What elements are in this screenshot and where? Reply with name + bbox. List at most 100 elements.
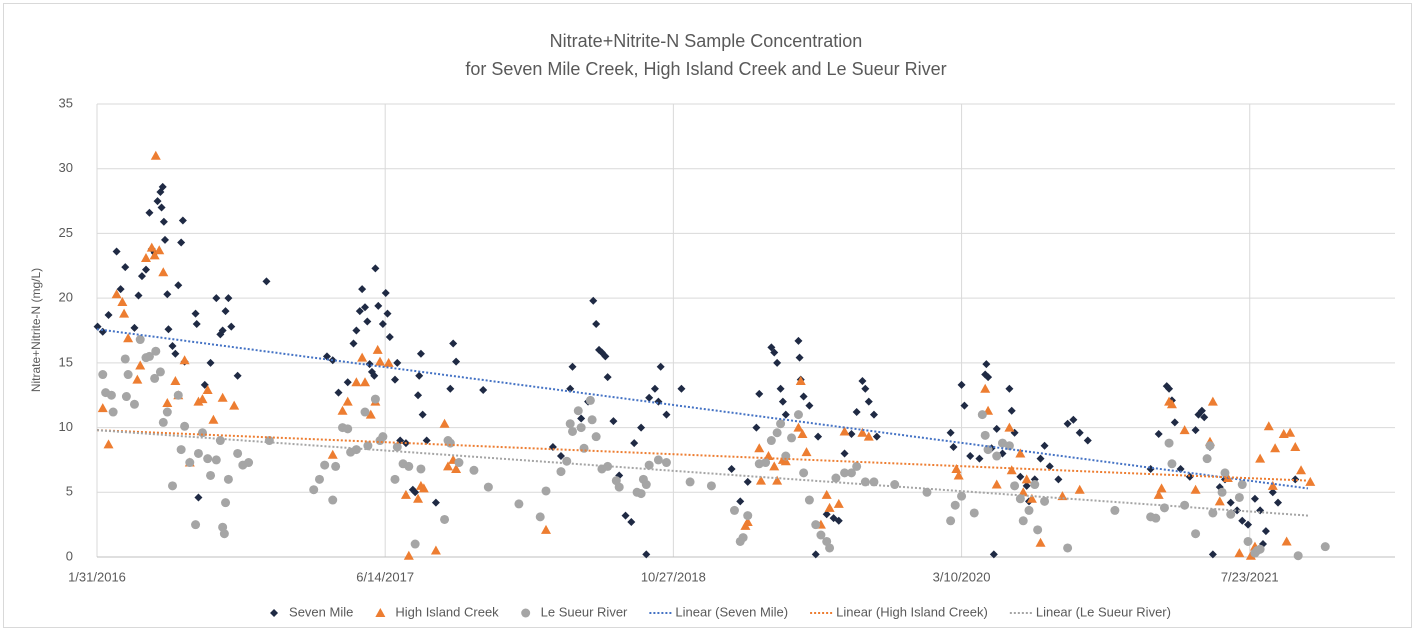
point [1179,425,1190,435]
point [825,543,835,553]
point [847,430,856,439]
point [591,432,601,442]
point [351,377,362,387]
point [157,203,166,212]
point [193,396,204,406]
point [179,355,190,365]
point [244,458,254,468]
point [1063,543,1073,553]
point [861,384,870,393]
point [776,384,785,393]
point [541,486,551,496]
point [839,426,850,436]
point [1005,384,1014,393]
legend-marker [521,608,531,618]
point [805,401,814,410]
point [144,351,154,361]
point [262,277,271,286]
point [1040,441,1049,450]
point [1022,481,1031,490]
point [795,375,806,385]
chart-title: Nitrate+Nitrite-N Sample Concentration [550,31,863,51]
point [1261,527,1270,536]
point [106,390,116,400]
point [360,407,370,417]
point [1026,493,1037,503]
point [579,443,589,453]
y-tick-label: 5 [66,484,73,499]
point [811,520,821,530]
point [363,317,372,326]
point [483,482,493,492]
point [149,250,160,260]
x-tick-label: 7/23/2021 [1221,569,1279,584]
point [685,477,695,487]
point [1010,481,1020,491]
point [949,442,958,451]
point [772,475,783,485]
point [991,479,1002,489]
point [375,356,386,366]
point [327,449,338,459]
point [206,470,216,480]
point [446,384,455,393]
point [1208,550,1217,559]
point [1234,492,1244,502]
point [390,474,400,484]
point [191,520,201,530]
point [383,357,394,367]
point [145,208,154,217]
point [1220,468,1230,478]
point [343,424,353,434]
point [451,463,462,473]
chart-frame [3,3,1412,628]
point [766,436,776,446]
point [383,309,392,318]
point [116,285,125,294]
point [1154,430,1163,439]
point [1191,529,1201,539]
point [393,358,402,367]
point [331,461,341,471]
point [1018,516,1028,526]
point [1202,454,1212,464]
point [153,197,162,206]
point [984,373,993,382]
point [227,322,236,331]
point [980,383,991,393]
point [1208,508,1218,518]
point [535,512,545,522]
point [793,422,804,432]
point [410,539,420,549]
point [980,430,990,440]
point [992,451,1002,461]
point [645,393,654,402]
point [103,439,114,449]
point [890,480,900,490]
point [1226,509,1236,519]
legend: Seven Mile High Island Creek Le Sueur Rive… [270,604,1171,619]
point [858,376,867,385]
point [742,517,753,527]
point [614,482,624,492]
point [343,378,352,387]
point [1018,487,1029,497]
point [1237,480,1247,490]
point [609,417,618,426]
x-tick-label: 3/10/2020 [933,569,991,584]
point [197,394,208,404]
point [982,360,991,369]
point [229,400,240,410]
point [556,467,566,477]
point [821,489,832,499]
point [1030,480,1040,490]
point [1245,550,1256,560]
point [778,397,787,406]
point [548,442,557,451]
point [360,377,371,387]
point [787,433,797,443]
point [178,216,187,225]
y-tick-label: 25 [59,225,73,240]
point [754,443,765,453]
point [1040,496,1050,506]
